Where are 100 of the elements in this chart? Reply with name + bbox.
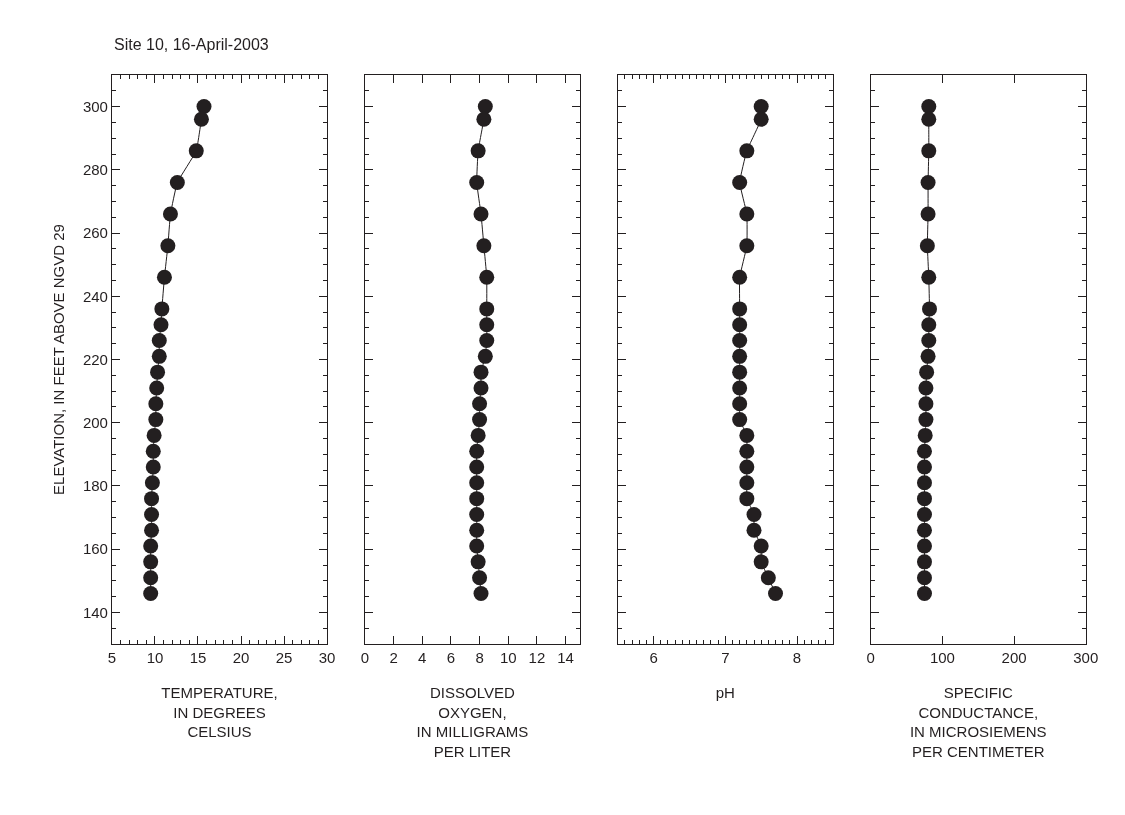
x-tick-label: 4 [418, 649, 427, 667]
point [479, 317, 495, 333]
point [739, 491, 755, 507]
x-tick-label: 0 [360, 649, 370, 667]
point [760, 570, 776, 586]
x-axis-title: TEMPERATURE, IN DEGREES CELSIUS [161, 684, 278, 741]
point [739, 459, 755, 475]
point [473, 364, 489, 380]
point [148, 396, 164, 412]
y-tick-label: 160 [82, 540, 108, 558]
point [732, 412, 748, 428]
x-tick-label: 300 [1073, 649, 1099, 667]
point [732, 396, 748, 412]
point [472, 570, 488, 586]
x-tick-label: 6 [446, 649, 456, 667]
point [753, 554, 769, 570]
point [739, 238, 755, 254]
point [470, 143, 486, 159]
point [477, 348, 493, 364]
point [739, 206, 755, 222]
x-tick-label: 10 [146, 649, 164, 667]
point [753, 111, 769, 127]
point [144, 491, 160, 507]
x-axis-title: SPECIFIC CONDUCTANCE, IN MICROSIEMENS PER CENTIMETER [909, 684, 1047, 760]
point [479, 333, 495, 349]
x-axis-title: DISSOLVED OXYGEN, IN MILLIGRAMS PER LITER [416, 684, 529, 760]
point [732, 301, 748, 317]
point [473, 380, 489, 396]
point [479, 301, 495, 317]
point [145, 459, 161, 475]
x-tick-label: 30 [318, 649, 336, 667]
chart-title: Site 10, 16-April-2003 [114, 36, 269, 53]
point [469, 506, 485, 522]
point [739, 427, 755, 443]
point [469, 443, 485, 459]
point [746, 522, 762, 538]
y-tick-label: 180 [82, 477, 108, 495]
y-tick-label: 300 [82, 97, 108, 115]
point [732, 333, 748, 349]
point [150, 364, 166, 380]
y-tick-label: 260 [82, 224, 108, 242]
point [739, 443, 755, 459]
x-tick-label: 14 [557, 649, 574, 667]
point [469, 522, 485, 538]
x-tick-label: 100 [929, 649, 955, 667]
point [469, 538, 485, 554]
point [151, 348, 167, 364]
point [143, 538, 159, 554]
point [746, 506, 762, 522]
point [739, 475, 755, 491]
point [151, 333, 167, 349]
x-tick-label: 15 [189, 649, 207, 667]
y-tick-label: 240 [82, 287, 108, 305]
point [145, 443, 161, 459]
x-tick-label: 6 [649, 649, 658, 667]
point [154, 301, 170, 317]
point [732, 348, 748, 364]
point [476, 238, 492, 254]
point [153, 317, 169, 333]
x-tick-label: 20 [232, 649, 250, 667]
x-tick-label: 200 [1001, 649, 1027, 667]
x-tick-label: 10 [499, 649, 517, 667]
point [753, 99, 769, 115]
point [472, 412, 488, 428]
point [156, 269, 172, 285]
point [162, 206, 178, 222]
point [188, 143, 204, 159]
point [143, 585, 159, 601]
x-tick-label: 25 [275, 649, 293, 667]
point [739, 143, 755, 159]
point [160, 238, 176, 254]
point [470, 554, 486, 570]
point [732, 364, 748, 380]
x-tick-label: 2 [389, 649, 398, 667]
point [469, 491, 485, 507]
point [479, 269, 495, 285]
x-tick-label: 5 [107, 649, 117, 667]
point [732, 380, 748, 396]
point [472, 396, 488, 412]
point [196, 99, 212, 115]
point [732, 269, 748, 285]
point [753, 538, 769, 554]
point [144, 475, 160, 491]
point [143, 570, 159, 586]
y-axis-title: ELEVATION, IN FEET ABOVE NGVD 29 [50, 224, 68, 495]
point [732, 317, 748, 333]
point [144, 522, 160, 538]
point [193, 111, 209, 127]
point [477, 99, 493, 115]
x-tick-label: 12 [528, 649, 546, 667]
point [146, 427, 162, 443]
point [469, 475, 485, 491]
x-tick-label: 8 [475, 649, 484, 667]
x-tick-label: 0 [866, 649, 875, 667]
point [144, 506, 160, 522]
point [473, 585, 489, 601]
x-tick-label: 7 [721, 649, 730, 667]
point [148, 412, 164, 428]
y-tick-label: 280 [82, 161, 108, 179]
point [469, 174, 485, 190]
